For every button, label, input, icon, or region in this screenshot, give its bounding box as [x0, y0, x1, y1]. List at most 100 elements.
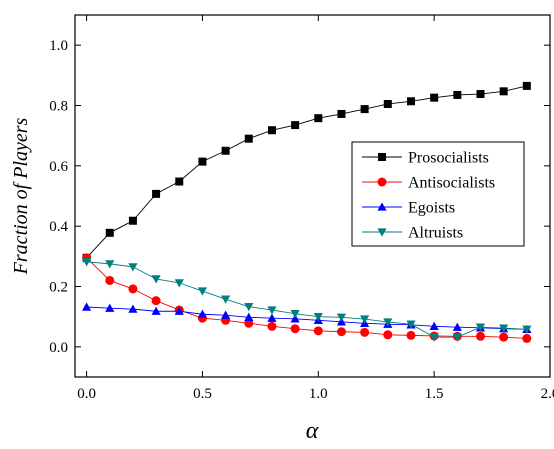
data-point-prosocialists: [152, 189, 161, 198]
legend-marker-antisocialists: [377, 177, 387, 187]
data-point-antisocialists: [313, 326, 323, 336]
data-point-altruists: [128, 263, 138, 272]
data-point-prosocialists: [383, 99, 392, 108]
data-point-prosocialists: [476, 90, 485, 99]
data-point-altruists: [105, 260, 115, 269]
data-point-altruists: [197, 287, 208, 296]
legend-marker-egoists: [377, 202, 387, 211]
data-point-altruists: [151, 275, 161, 284]
data-point-prosocialists: [314, 114, 323, 123]
data-point-prosocialists: [406, 97, 415, 106]
data-point-antisocialists: [105, 275, 115, 285]
x-tick-label: 0.5: [193, 386, 212, 402]
x-tick-label: 1.5: [425, 386, 444, 402]
data-point-prosocialists: [499, 87, 508, 96]
data-point-prosocialists: [291, 121, 300, 130]
data-point-egoists: [151, 306, 161, 315]
data-point-antisocialists: [360, 327, 370, 337]
data-point-altruists: [475, 323, 486, 332]
data-point-altruists: [360, 315, 370, 324]
x-tick-label: 1.0: [309, 386, 328, 402]
y-axis-title: Fraction of Players: [10, 117, 32, 275]
data-point-egoists: [221, 310, 231, 319]
data-point-altruists: [429, 333, 439, 342]
y-tick-label: 0.4: [49, 219, 68, 235]
data-point-egoists: [290, 314, 300, 323]
data-point-prosocialists: [430, 93, 439, 102]
data-point-altruists: [336, 313, 347, 322]
data-point-egoists: [81, 302, 92, 311]
data-point-antisocialists: [151, 296, 161, 306]
legend-label-altruists: Altruists: [408, 225, 463, 242]
data-point-egoists: [197, 309, 208, 318]
data-point-altruists: [244, 303, 254, 312]
data-point-altruists: [221, 295, 231, 304]
data-point-egoists: [174, 306, 184, 315]
data-point-altruists: [383, 318, 393, 327]
data-point-egoists: [105, 303, 115, 312]
data-point-antisocialists: [499, 332, 509, 342]
data-point-prosocialists: [128, 216, 137, 225]
y-tick-label: 0.6: [49, 159, 68, 175]
data-point-antisocialists: [383, 330, 393, 340]
data-point-antisocialists: [522, 333, 532, 343]
legend-item-prosocialists: Prosocialists: [362, 150, 489, 167]
series-line-altruists: [86, 261, 527, 338]
data-point-prosocialists: [337, 109, 346, 118]
data-point-antisocialists: [406, 330, 416, 340]
legend-label-antisocialists: Antisocialists: [408, 175, 495, 192]
data-point-egoists: [429, 321, 439, 330]
data-point-antisocialists: [267, 321, 277, 331]
legend-items: Prosocialists Antisocialists Egoists Altrui…: [362, 150, 495, 242]
x-tick-label: 2.0: [541, 386, 554, 402]
data-point-egoists: [244, 312, 254, 321]
series-egoists: [81, 302, 532, 334]
data-point-prosocialists: [360, 105, 369, 114]
data-point-prosocialists: [198, 157, 207, 166]
x-axis-title: α: [306, 418, 319, 444]
data-point-antisocialists: [244, 318, 254, 328]
data-point-prosocialists: [453, 90, 462, 99]
data-point-altruists: [522, 325, 532, 334]
data-point-prosocialists: [221, 146, 230, 155]
data-point-antisocialists: [475, 331, 485, 341]
data-point-egoists: [128, 304, 138, 313]
data-point-altruists: [452, 333, 462, 342]
data-point-prosocialists: [175, 177, 184, 186]
data-point-altruists: [313, 312, 323, 322]
legend-item-egoists: Egoists: [362, 200, 455, 217]
series-layer: [81, 81, 532, 343]
data-point-antisocialists: [128, 284, 138, 294]
data-point-prosocialists: [244, 134, 253, 143]
data-point-altruists: [290, 309, 300, 319]
y-tick-label: 1.0: [49, 38, 68, 54]
legend-label-prosocialists: Prosocialists: [408, 150, 489, 167]
series-antisocialists: [82, 253, 532, 343]
legend-marker-altruists: [377, 228, 387, 237]
data-point-altruists: [406, 320, 416, 329]
data-point-antisocialists: [336, 327, 346, 337]
legend-item-antisocialists: Antisocialists: [362, 175, 495, 192]
x-tick-label: 0.0: [77, 386, 96, 402]
data-point-egoists: [267, 313, 277, 322]
y-tick-label: 0.8: [49, 99, 68, 115]
data-point-antisocialists: [290, 324, 300, 334]
data-point-prosocialists: [522, 81, 531, 90]
y-tick-label: 0.2: [49, 280, 68, 296]
data-point-altruists: [499, 324, 509, 333]
legend-item-altruists: Altruists: [362, 225, 463, 242]
axis-ticks: 0.0 0.5 1.0 1.5 2.0 0.0 0.2 0.4 0.6 0.8 1.0: [49, 15, 554, 402]
data-point-prosocialists: [105, 228, 114, 237]
series-altruists: [81, 258, 532, 342]
legend-marker-prosocialists: [378, 153, 386, 161]
data-point-altruists: [174, 279, 184, 288]
legend-label-egoists: Egoists: [408, 200, 455, 217]
legend: Prosocialists Antisocialists Egoists Altrui…: [351, 141, 525, 247]
series-line-egoists: [86, 306, 527, 330]
data-point-egoists: [452, 322, 462, 331]
data-point-prosocialists: [267, 126, 276, 135]
y-tick-label: 0.0: [49, 340, 68, 356]
series-prosocialists: [82, 81, 531, 262]
data-point-altruists: [267, 306, 277, 315]
